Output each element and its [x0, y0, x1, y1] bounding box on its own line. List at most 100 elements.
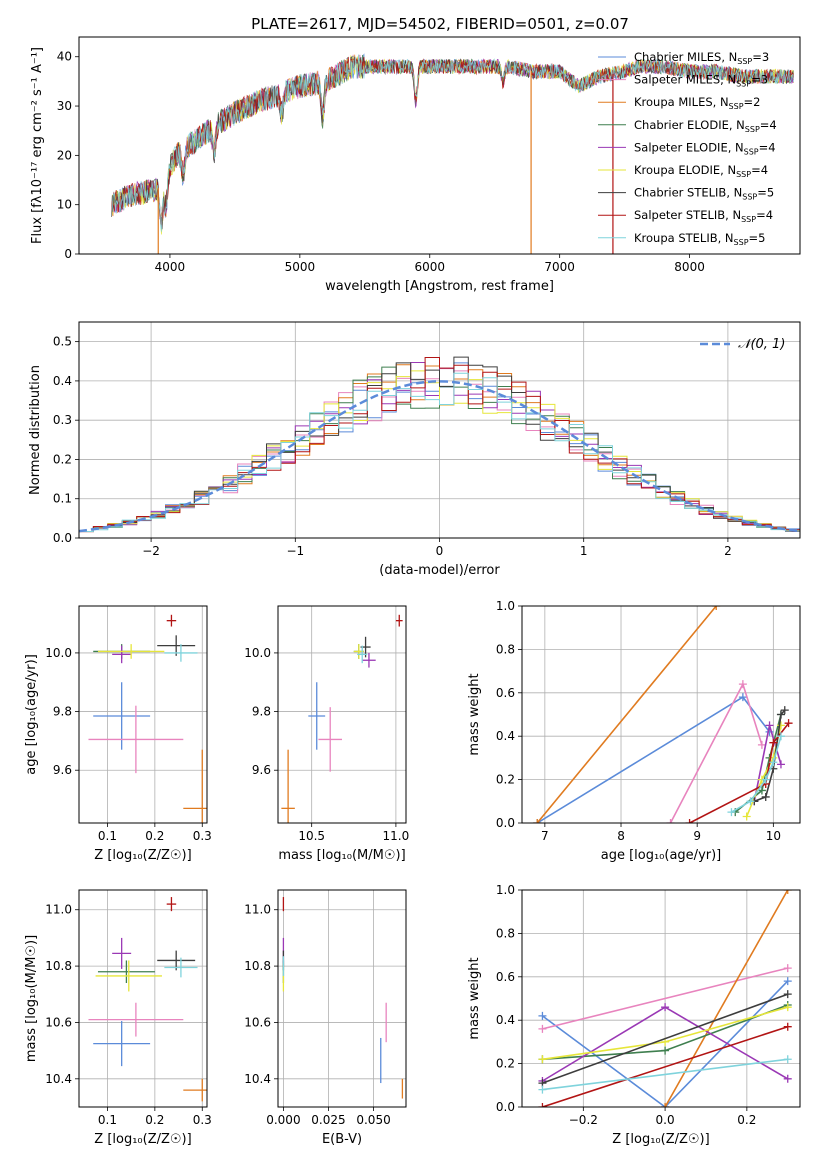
spectrum-series-kroupa_stelib [111, 54, 794, 232]
tick-label-x: 10.5 [298, 829, 325, 843]
tick-label-x: 0.2 [145, 1113, 164, 1127]
tick-label-y: 9.6 [252, 763, 271, 777]
weight-line-salpeter_stelib [542, 1025, 788, 1107]
weight-marker [761, 792, 770, 801]
weight-line-chabrier_miles [536, 696, 771, 823]
panel-age_vs_mass: 10.5 11.0 9.6 9.8 10.0 mass [log₁₀(M/M☉)] [244, 605, 409, 863]
weight-marker [538, 1011, 547, 1020]
tick-label-x: 0.0 [656, 1113, 675, 1127]
tick-label-y: 0.2 [496, 1057, 515, 1071]
legend-label: Kroupa MILES, NSSP=2 [634, 95, 760, 111]
tick-label-y: 0.0 [53, 531, 72, 545]
tick-label-y: 0.8 [496, 642, 515, 656]
weight-marker [780, 706, 789, 715]
tick-label-x: 9 [693, 829, 701, 843]
axes-frame [78, 605, 208, 824]
y-axis-label: mass weight [467, 957, 482, 1039]
tick-label-y: 10.4 [244, 1072, 271, 1086]
tick-label-y: 0.5 [53, 335, 72, 349]
tick-label-x: 10 [766, 829, 781, 843]
tick-label-x: 7 [541, 829, 549, 843]
y-axis-label: mass weight [467, 673, 482, 755]
weight-marker [783, 1022, 792, 1031]
tick-label-y: 30 [57, 99, 72, 113]
weight-marker [685, 819, 694, 823]
tick-label-y: 10.6 [45, 1015, 72, 1029]
tick-label-y: 0.4 [496, 1013, 515, 1027]
tick-label-x: 0.1 [98, 1113, 117, 1127]
tick-label-y: 10.0 [244, 646, 271, 660]
weight-marker [712, 606, 721, 610]
tick-label-y: 0.2 [496, 773, 515, 787]
legend-label: Chabrier STELIB, NSSP=5 [634, 186, 774, 202]
y-axis-label: age [log₁₀(age/yr)] [24, 654, 39, 775]
tick-label-y: 0.8 [496, 926, 515, 940]
x-axis-label: Z [log₁₀(Z/Z☉)] [94, 1132, 191, 1147]
tick-label-x: 0 [436, 544, 444, 558]
legend-label: Salpeter MILES, NSSP=3 [634, 73, 768, 89]
tick-label-y: 40 [57, 50, 72, 64]
tick-label-x: 0.2 [737, 1113, 756, 1127]
tick-label-y: 11.0 [45, 903, 72, 917]
weight-marker [784, 719, 793, 728]
tick-label-x: −1 [286, 544, 304, 558]
tick-label-y: 0.1 [53, 492, 72, 506]
weight-marker [538, 1055, 547, 1064]
legend-label: Chabrier MILES, NSSP=3 [634, 50, 769, 66]
weight-line-chabrier_miles [541, 980, 789, 1107]
tick-label-y: 10.6 [244, 1015, 271, 1029]
weight-line-chabrier_stelib [542, 993, 788, 1084]
axes-frame [277, 889, 407, 1108]
tick-label-x: 0.1 [98, 829, 117, 843]
panel-residuals: −2 −1 0 1 2 0.0 0.1 0.2 0.3 0.4 0.5 𝒩(0, 1) (data-mo… [28, 321, 801, 578]
axes-frame [78, 889, 208, 1108]
tick-label-y: 20 [57, 148, 72, 162]
figure-title: PLATE=2617, MJD=54502, FIBERID=0501, z=0… [251, 15, 629, 33]
weight-line-salpeter_miles [542, 967, 788, 1030]
plot-area [282, 897, 404, 1099]
gaussian-curve [79, 380, 800, 533]
plot-area [538, 890, 792, 1107]
weight-marker [742, 812, 751, 821]
tick-label-y: 9.8 [252, 705, 271, 719]
tick-label-x: 5000 [285, 260, 316, 274]
tick-label-x: 0.050 [356, 1113, 390, 1127]
x-axis-label: (data-model)/error [379, 563, 500, 578]
y-axis-label: Normed distribution [28, 365, 43, 495]
axes-frame [521, 889, 801, 1108]
weight-marker [538, 1024, 547, 1033]
tick-label-x: 4000 [155, 260, 186, 274]
weight-marker [783, 990, 792, 999]
x-axis-label: Z [log₁₀(Z/Z☉)] [612, 1132, 709, 1147]
tick-label-y: 10.0 [45, 646, 72, 660]
weight-marker [757, 786, 766, 795]
tick-label-y: 10.4 [45, 1072, 72, 1086]
tick-label-x: 7000 [544, 260, 575, 274]
x-axis-label: wavelength [Angstrom, rest frame] [325, 279, 554, 294]
weight-marker [783, 964, 792, 973]
tick-label-y: 1.0 [496, 883, 515, 897]
weight-marker [783, 1074, 792, 1083]
panel-mass_vs_ebv: 0.000 0.025 0.050 10.4 10.6 10.8 11.0 E(B-V) [244, 889, 407, 1147]
tick-label-y: 0.2 [53, 452, 72, 466]
tick-label-x: −2 [142, 544, 160, 558]
legend-label: Chabrier ELODIE, NSSP=4 [634, 118, 777, 134]
tick-label-y: 11.0 [244, 903, 271, 917]
plot-area [281, 614, 403, 823]
tick-label-y: 10 [57, 198, 72, 212]
panel-mass_weight_vs_age: 7 8 9 10 0.0 0.2 0.4 0.6 0.8 1.0 age [log₁₀(age/yr… [467, 599, 801, 863]
weight-marker [538, 1085, 547, 1094]
x-axis-label: Z [log₁₀(Z/Z☉)] [94, 848, 191, 863]
tick-label-x: 0.000 [266, 1113, 300, 1127]
tick-label-x: 6000 [414, 260, 445, 274]
axes-frame [521, 605, 801, 824]
tick-label-y: 0.4 [53, 374, 72, 388]
weight-line-kroupa_stelib [542, 1058, 788, 1091]
plot-area [79, 356, 800, 533]
tick-label-y: 0.6 [496, 970, 515, 984]
weight-marker [661, 1103, 670, 1107]
axes-frame [78, 321, 801, 539]
weight-marker [757, 740, 766, 749]
